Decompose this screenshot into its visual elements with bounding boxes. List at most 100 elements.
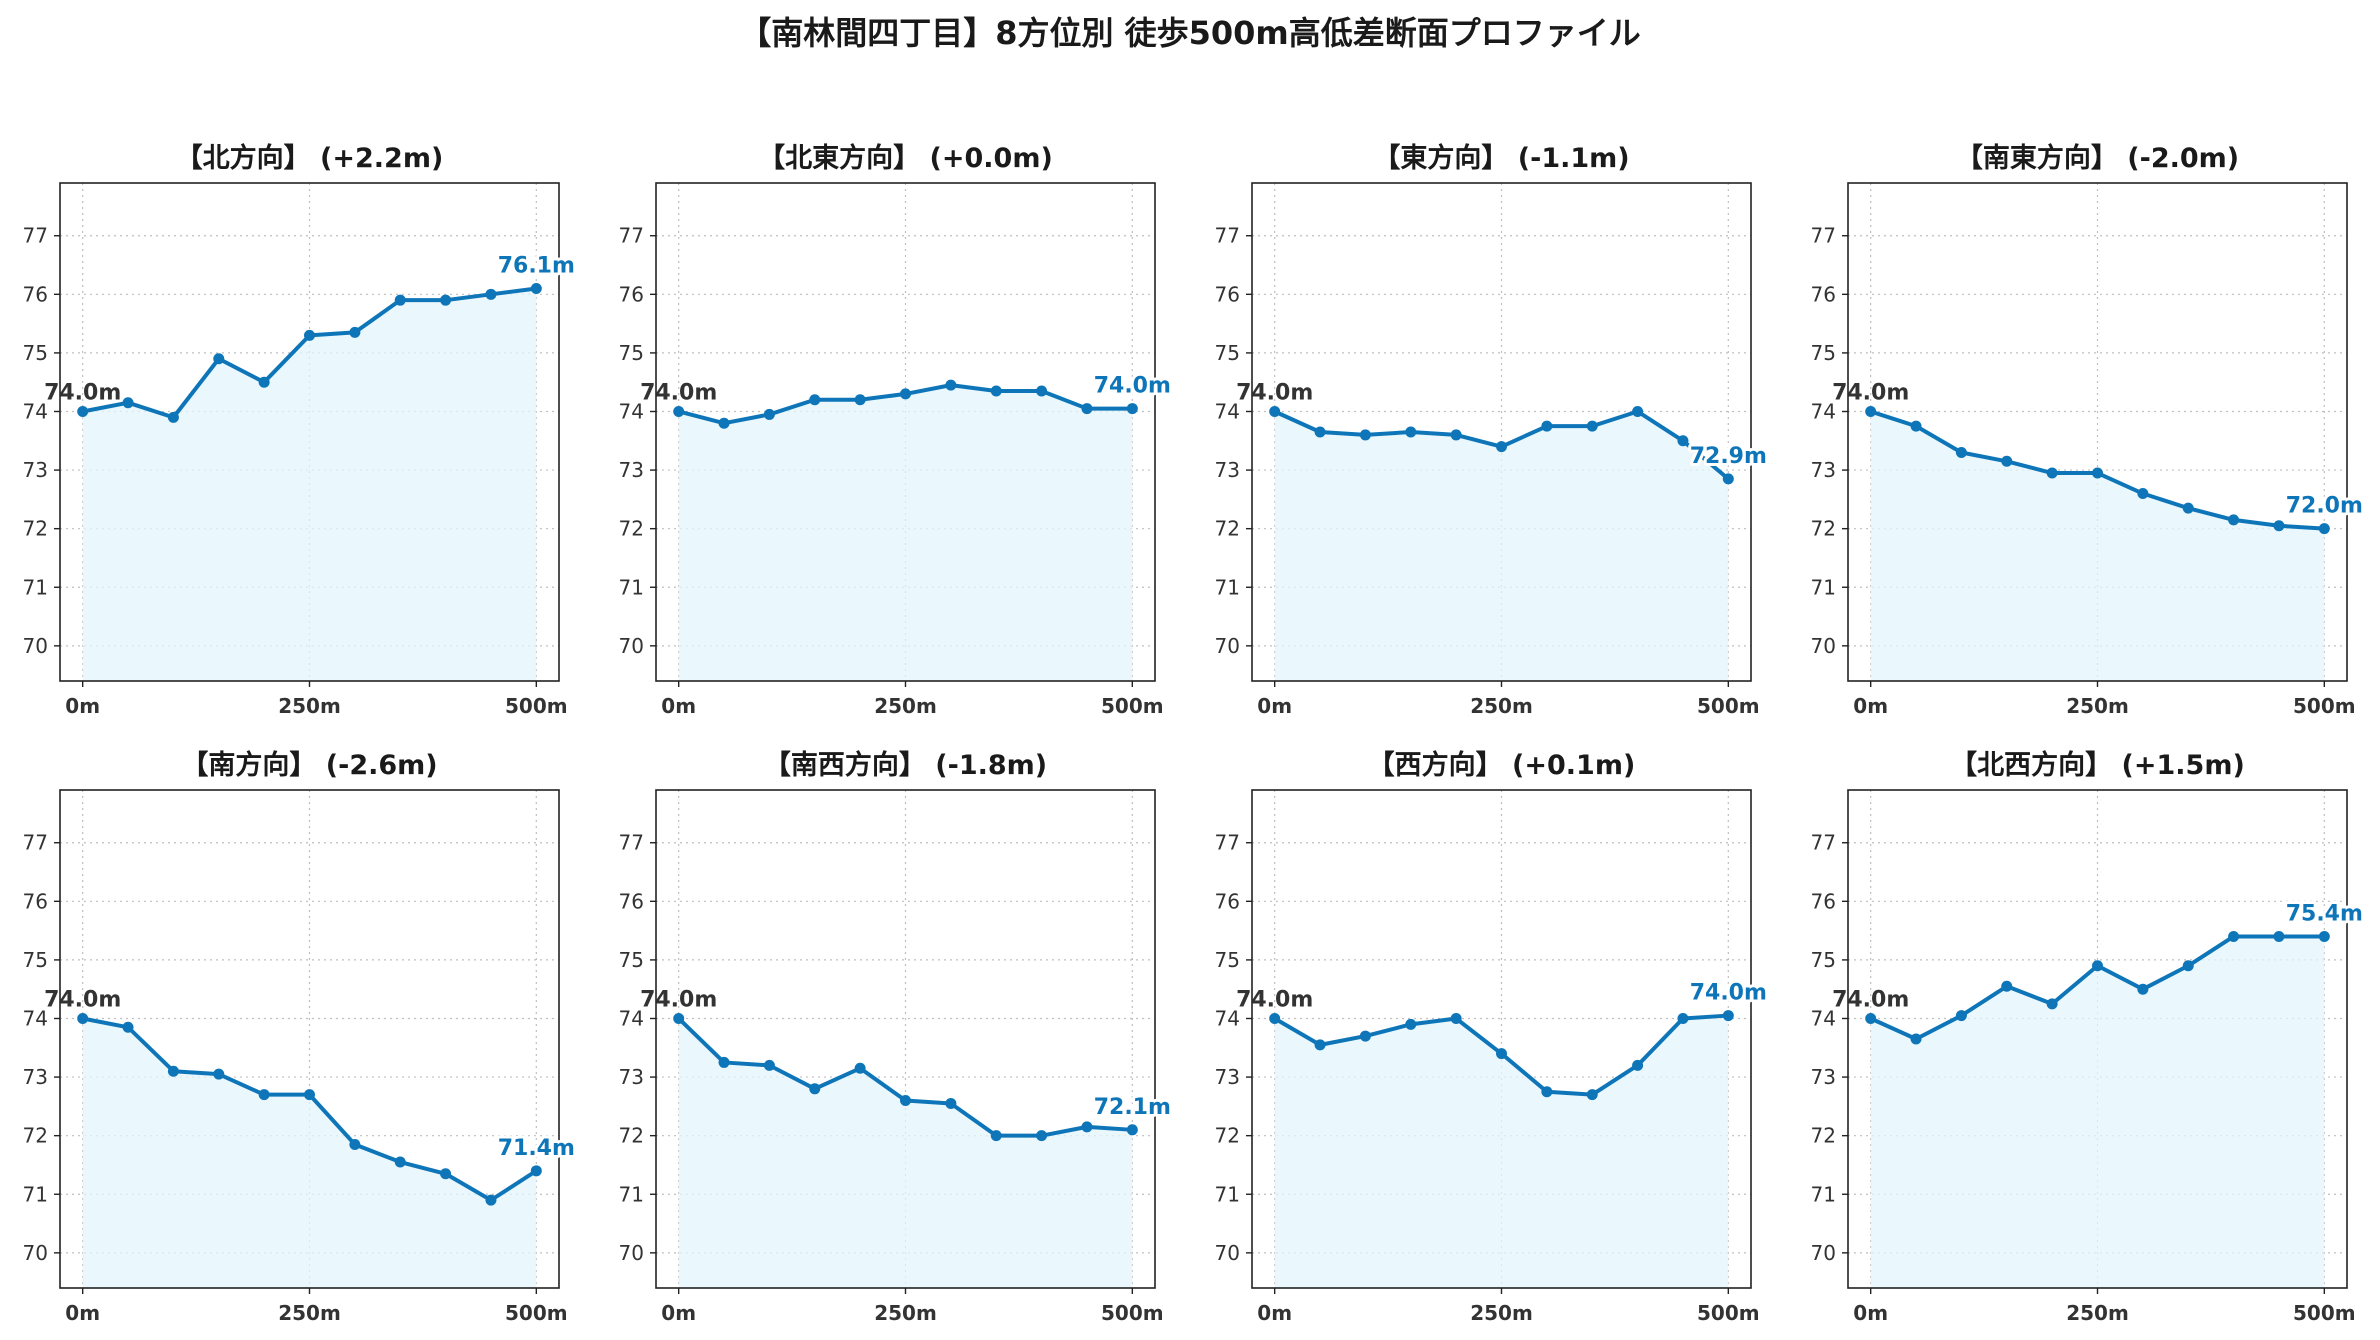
panel-title: 【北方向】 (+2.2m) (176, 142, 444, 174)
ytick-label: 72 (1811, 1124, 1836, 1148)
ytick-label: 72 (619, 517, 644, 541)
data-point (2273, 520, 2285, 532)
page-title: 【南林間四丁目】8方位別 徒歩500m高低差断面プロファイル (739, 14, 1641, 52)
ytick-label: 75 (619, 948, 644, 972)
data-point (1955, 447, 1967, 459)
start-elevation-label: 74.0m (44, 987, 121, 1012)
end-elevation-label: 74.0m (1094, 374, 1171, 399)
data-point (167, 411, 179, 423)
data-point (77, 1012, 89, 1024)
xtick-label: 250m (1470, 694, 1533, 718)
ytick-label: 70 (1811, 634, 1836, 658)
start-elevation-label: 74.0m (44, 380, 121, 405)
data-point (1955, 1010, 1967, 1022)
data-point (2092, 960, 2103, 972)
xtick-label: 500m (505, 1301, 568, 1325)
profile-panel: 【南西方向】 (-1.8m) 70 71 72 73 74 75 76 77 0m 250m 500m… (619, 749, 1174, 1325)
ytick-label: 74 (1215, 1006, 1240, 1030)
ytick-label: 75 (1811, 341, 1836, 365)
xtick-label: 0m (65, 694, 100, 718)
xtick-label: 500m (1101, 694, 1164, 718)
data-point (1359, 429, 1371, 441)
data-point (2137, 983, 2149, 995)
ytick-label: 73 (1811, 458, 1836, 482)
data-point (1541, 1086, 1553, 1098)
ytick-label: 70 (1215, 634, 1240, 658)
data-point (1359, 1030, 1371, 1042)
ytick-label: 73 (1811, 1065, 1836, 1089)
ytick-label: 71 (1811, 1182, 1836, 1206)
data-point (349, 1138, 361, 1150)
data-point (2182, 502, 2194, 514)
xtick-label: 500m (1697, 1301, 1760, 1325)
ytick-label: 77 (619, 831, 644, 855)
ytick-label: 74 (619, 399, 644, 423)
data-point (77, 405, 89, 417)
ytick-label: 71 (619, 1182, 644, 1206)
data-point (304, 329, 315, 341)
ytick-label: 74 (619, 1006, 644, 1030)
data-point (485, 1194, 497, 1206)
data-point (2318, 930, 2330, 942)
profile-panel: 【北西方向】 (+1.5m) 70 71 72 73 74 75 76 77 0m 250m 500m… (1811, 749, 2366, 1325)
data-point (394, 294, 406, 306)
ytick-label: 77 (619, 224, 644, 248)
area-fill (1870, 936, 2325, 1288)
data-point (1541, 420, 1553, 432)
data-point (530, 1165, 542, 1177)
data-point (1496, 1048, 1507, 1060)
end-elevation-label: 75.4m (2286, 901, 2363, 926)
xtick-label: 0m (661, 694, 696, 718)
data-point (1722, 473, 1734, 485)
data-point (1722, 1010, 1734, 1022)
area-fill (1274, 1015, 1729, 1288)
ytick-label: 76 (23, 282, 48, 306)
data-point (2046, 998, 2058, 1010)
data-point (900, 1095, 911, 1107)
ytick-label: 75 (1215, 948, 1240, 972)
ytick-label: 75 (23, 948, 48, 972)
ytick-label: 76 (23, 889, 48, 913)
xtick-label: 0m (1257, 694, 1292, 718)
data-point (673, 1012, 685, 1024)
data-point (1036, 1130, 1048, 1142)
ytick-label: 70 (619, 634, 644, 658)
data-point (122, 1021, 134, 1033)
ytick-label: 73 (619, 1065, 644, 1089)
data-point (258, 376, 270, 388)
ytick-label: 71 (1215, 575, 1240, 599)
ytick-label: 76 (619, 889, 644, 913)
panel-title: 【北東方向】 (+0.0m) (758, 142, 1053, 174)
end-elevation-label: 72.0m (2286, 494, 2363, 519)
data-point (2092, 467, 2103, 479)
data-point (440, 1168, 452, 1180)
data-point (2046, 467, 2058, 479)
area-fill (678, 385, 1133, 681)
data-point (258, 1089, 270, 1101)
ytick-label: 77 (23, 224, 48, 248)
ytick-label: 73 (1215, 1065, 1240, 1089)
data-point (1865, 1012, 1877, 1024)
data-point (990, 385, 1002, 397)
ytick-label: 72 (619, 1124, 644, 1148)
ytick-label: 72 (23, 1124, 48, 1148)
data-point (763, 1059, 775, 1071)
ytick-label: 73 (23, 1065, 48, 1089)
profile-panel: 【西方向】 (+0.1m) 70 71 72 73 74 75 76 77 0m 250m 500m 7… (1215, 749, 1770, 1325)
data-point (1632, 405, 1644, 417)
start-elevation-label: 74.0m (1832, 987, 1909, 1012)
ytick-label: 72 (23, 517, 48, 541)
profile-panel: 【南方向】 (-2.6m) 70 71 72 73 74 75 76 77 0m 250m 500m 7… (23, 749, 578, 1325)
data-point (2228, 514, 2240, 526)
data-point (2001, 980, 2013, 992)
data-point (1632, 1059, 1644, 1071)
panel-title: 【西方向】 (+0.1m) (1368, 749, 1636, 781)
data-point (1314, 1039, 1326, 1051)
ytick-label: 71 (23, 1182, 48, 1206)
xtick-label: 0m (65, 1301, 100, 1325)
ytick-label: 74 (1215, 399, 1240, 423)
ytick-label: 76 (1215, 282, 1240, 306)
area-fill (678, 1018, 1133, 1288)
ytick-label: 70 (1215, 1241, 1240, 1265)
